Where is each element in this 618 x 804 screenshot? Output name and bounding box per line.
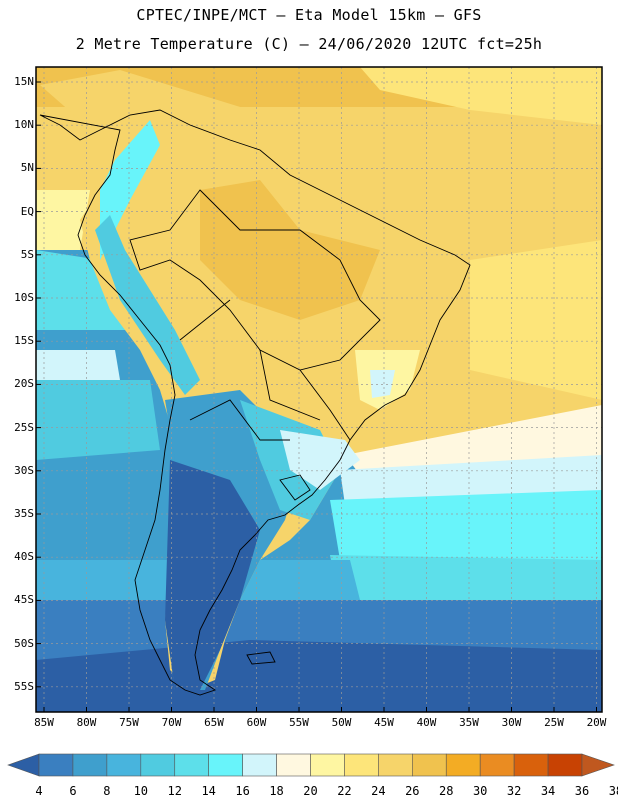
colorbar: [7, 753, 615, 777]
longitude-label: 20W: [586, 716, 607, 729]
latitude-label: 25S: [14, 420, 34, 434]
map-frame: [35, 66, 603, 713]
colorbar-box: [174, 753, 209, 777]
colorbar-box: [547, 753, 583, 777]
latitude-label: EQ: [20, 204, 34, 218]
longitude-label: 80W: [76, 716, 97, 729]
colorbar-label: 26: [405, 784, 420, 798]
colorbar-box: [310, 753, 345, 777]
colorbar-box: [479, 753, 515, 777]
longitude-label: 25W: [544, 716, 564, 729]
latitude-label: 55S: [14, 679, 34, 693]
latitude-label: 35S: [14, 507, 34, 520]
temperature-field: [36, 67, 602, 712]
latitude-label: 5N: [20, 161, 34, 175]
colorbar-label: 14: [201, 784, 216, 798]
longitude-label: 65W: [204, 716, 224, 729]
longitude-label: 85W: [34, 716, 54, 729]
colorbar-label: 18: [269, 784, 284, 798]
coastline: [39, 109, 471, 696]
longitude-label: 40W: [416, 716, 437, 729]
colorbar-label: 24: [371, 784, 386, 798]
colorbar-box: [445, 753, 481, 777]
colorbar-label: 36: [574, 784, 590, 798]
colorbar-label: 22: [337, 784, 352, 798]
latitude-label: 15N: [14, 75, 34, 88]
latitude-label: 15S: [14, 334, 34, 348]
title-line-1: CPTEC/INPE/MCT – Eta Model 15km – GFS: [136, 6, 482, 24]
longitude-label: 70W: [161, 716, 182, 729]
colorbar-box: [378, 753, 413, 777]
colorbar-label: 10: [133, 784, 149, 798]
colorbar-arrow-right: [581, 753, 615, 777]
latitude-label: 40S: [14, 550, 34, 564]
longitude-label: 60W: [246, 716, 267, 729]
colorbar-box: [72, 753, 108, 777]
longitude-label: 30W: [501, 716, 522, 729]
colorbar-label: 12: [167, 784, 182, 798]
latitude-label: 50S: [14, 636, 34, 650]
colorbar-label: 30: [472, 784, 488, 798]
colorbar-label: 8: [103, 784, 111, 798]
colorbar-box: [106, 753, 142, 777]
latitude-label: 5S: [20, 247, 34, 261]
colorbar-label: 28: [439, 784, 454, 798]
colorbar-box: [276, 753, 311, 777]
latitude-label: 20S: [14, 377, 34, 391]
longitude-label: 75W: [119, 716, 139, 729]
title-line-2: 2 Metre Temperature (C) – 24/06/2020 12U…: [75, 35, 543, 53]
latitude-label: 10N: [14, 118, 34, 132]
grid-lines: [36, 67, 602, 712]
latitude-label: 10S: [14, 291, 34, 304]
colorbar-box: [242, 753, 277, 777]
colorbar-box: [412, 753, 447, 777]
latitude-label: 45S: [14, 593, 34, 607]
colorbar-box: [513, 753, 549, 777]
colorbar-label: 20: [303, 784, 318, 798]
colorbar-box: [344, 753, 379, 777]
longitude-label: 50W: [331, 716, 352, 729]
latitude-label: 30S: [14, 463, 34, 477]
colorbar-label: 6: [69, 784, 77, 798]
colorbar-box: [140, 753, 176, 777]
colorbar-label: 16: [235, 784, 250, 798]
colorbar-arrow-left: [7, 753, 40, 777]
longitude-label: 35W: [459, 716, 479, 729]
colorbar-label: 32: [506, 784, 522, 798]
longitude-label: 45W: [374, 716, 394, 729]
colorbar-label: 38: [608, 784, 618, 798]
longitude-label: 55W: [289, 716, 309, 729]
colorbar-label: 34: [540, 784, 556, 798]
colorbar-label: 4: [35, 784, 43, 798]
colorbar-box: [208, 753, 243, 777]
colorbar-box: [38, 753, 74, 777]
